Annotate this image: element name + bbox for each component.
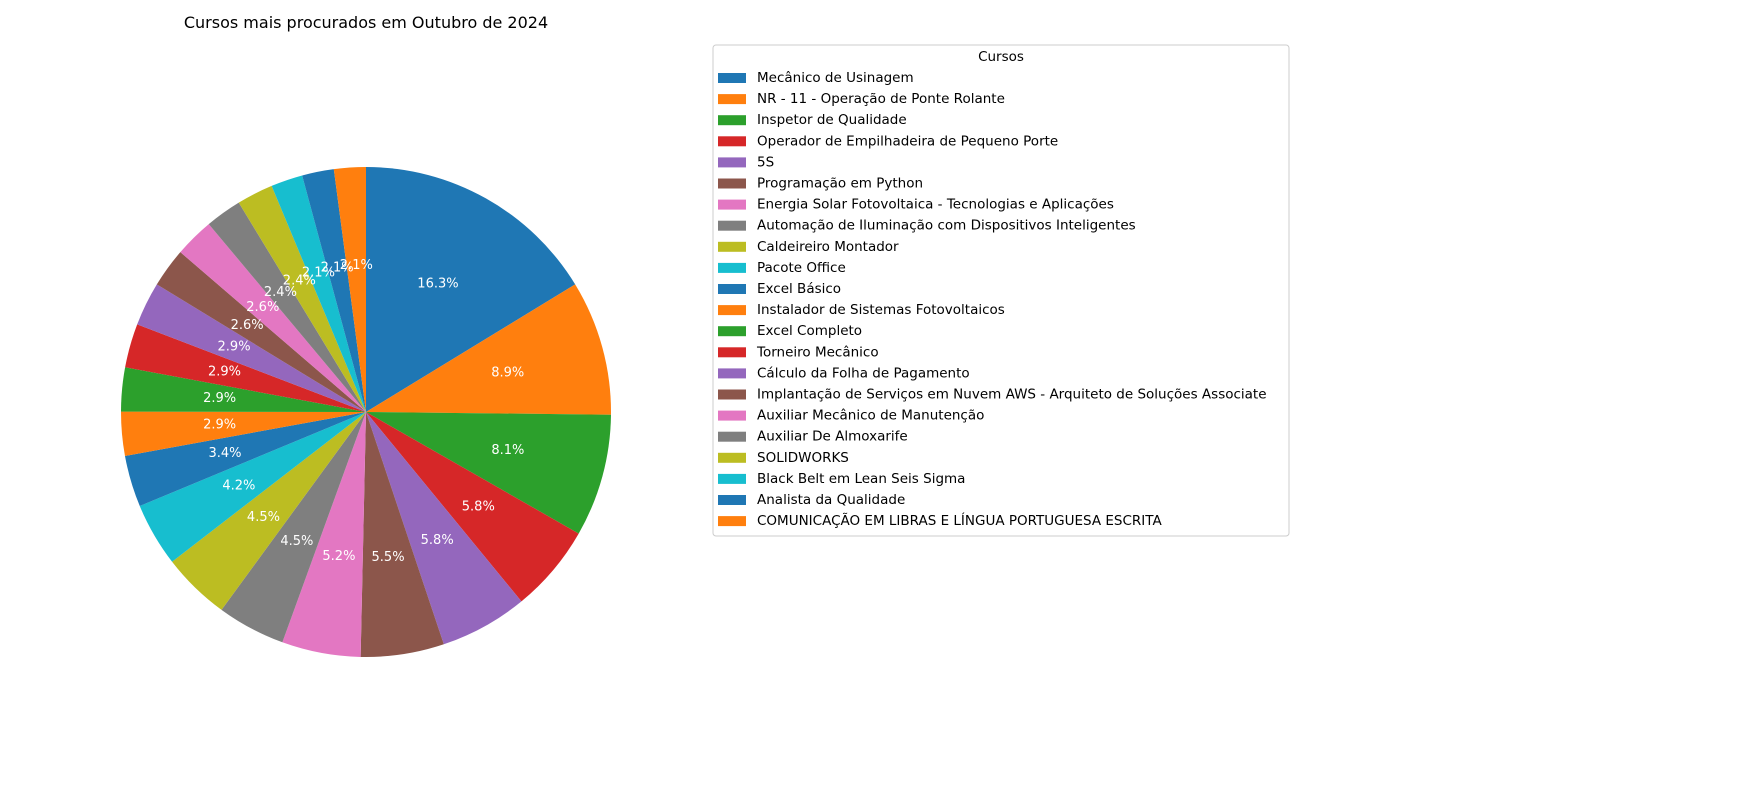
legend-title: Cursos [978,49,1024,65]
pie-slice [366,284,611,415]
slice-percent-label: 2.4% [283,273,316,288]
slice-percent-label: 2.6% [231,318,264,333]
legend-swatch [718,284,746,294]
slice-labels: 16.3% 8.9% 8.1% 5.8% 5.8% 5.5% 5.2% 4.5%4.5% 4.2… [203,258,524,565]
legend-swatch [718,368,746,379]
legend-label: NR - 11 - Operação de Ponte Rolante [757,91,1005,107]
legend-items: Mecânico de Usinagem NR - 11 - Operação d… [718,70,1267,529]
legend-swatch [718,326,746,337]
legend-label: Excel Básico [757,281,841,297]
legend-swatch [718,516,746,527]
slice-percent-label: 16.3% [417,276,458,291]
legend-swatch [718,220,746,231]
legend-label: Automação de Iluminação com Dispositivos… [757,218,1136,234]
legend-label: Programação em Python [757,176,923,192]
pie-slices [121,167,611,657]
pie-slice [366,412,611,534]
pie-slice [333,167,366,412]
pie-slice [137,284,366,412]
slice-percent-label: 2.4% [264,285,297,300]
chart-title: Cursos mais procurados em Outubro de 202… [184,13,548,32]
slice-percent-label: 5.5% [372,550,405,565]
legend-label: Torneiro Mecânico [756,344,879,360]
legend-label: COMUNICAÇÃO EM LIBRAS E LÍNGUA PORTUGUES… [757,512,1162,529]
pie-slice [282,412,366,657]
slice-percent-label: 2.9% [208,365,241,380]
legend-label: SOLIDWORKS [757,450,849,466]
pie-slice [366,167,576,412]
legend-swatch [718,94,746,105]
legend-label: Caldeireiro Montador [757,239,899,255]
slice-percent-label: 2.1% [340,258,373,273]
slice-percent-label: 5.2% [322,549,355,564]
slice-percent-label: 2.9% [203,418,236,433]
legend-label: Implantação de Serviços em Nuvem AWS - A… [757,387,1267,403]
legend-label: Cálculo da Folha de Pagamento [757,365,970,381]
legend-label: Operador de Empilhadeira de Pequeno Port… [757,133,1058,149]
slice-percent-label: 5.8% [462,499,495,514]
legend-label: Excel Completo [757,323,862,339]
slice-percent-label: 5.8% [421,533,454,548]
legend-label: Instalador de Sistemas Fotovoltaicos [757,302,1005,318]
pie-slice [366,412,579,602]
pie-slice [124,412,366,507]
legend-swatch [718,473,746,484]
legend-swatch [718,389,746,400]
pie-slice [208,202,366,412]
legend-swatch [718,410,746,421]
pie-slice [271,175,366,412]
slice-percent-label: 4.5% [280,534,313,549]
legend-label: Inspetor de Qualidade [757,112,907,128]
pie-slice [238,185,366,412]
legend-swatch [718,431,746,442]
pie-slice [366,412,522,645]
legend-label: Black Belt em Lean Seis Sigma [757,471,965,487]
slice-percent-label: 3.4% [209,446,242,461]
legend-swatch [718,241,746,252]
pie-slice [172,412,366,610]
legend: Cursos Mecânico de Usinagem NR - 11 - Ope… [712,44,1290,537]
slice-percent-label: 2.9% [218,340,251,355]
legend-label: Mecânico de Usinagem [757,70,914,86]
legend-swatch [718,262,746,273]
legend-swatch [718,178,746,189]
pie-slice [180,224,366,412]
legend-label: Analista da Qualidade [757,492,905,508]
slice-percent-label: 2.6% [246,300,279,315]
slice-percent-label: 2.1% [321,260,354,275]
legend-label: 5S [757,154,774,170]
slice-percent-label: 2.1% [302,265,335,280]
pie-slice [121,411,366,456]
legend-label: Pacote Office [757,260,846,276]
legend-swatch [718,157,746,168]
slice-percent-label: 4.2% [222,478,255,493]
legend-swatch [718,347,746,358]
legend-swatch [718,136,746,147]
legend-swatch [718,73,746,83]
legend-swatch [718,495,746,505]
legend-label: Auxiliar De Almoxarife [757,429,908,445]
slice-percent-label: 4.5% [247,510,280,525]
slice-percent-label: 8.1% [491,443,524,458]
pie-slice [125,324,367,412]
pie-slice [360,412,444,657]
slice-percent-label: 2.9% [203,391,236,406]
pie-slice [121,367,366,412]
legend-swatch [718,115,746,126]
slice-percent-label: 8.9% [491,366,524,381]
pie-slice [156,252,366,412]
pie-slice [221,412,366,643]
pie-slice [139,412,366,562]
legend-label: Energia Solar Fotovoltaica - Tecnologias… [757,197,1114,213]
legend-swatch [718,305,746,316]
legend-label: Auxiliar Mecânico de Manutenção [757,408,984,424]
pie-slice [302,169,366,412]
legend-swatch [718,199,746,210]
legend-frame [712,44,1290,537]
legend-swatch [718,452,746,463]
